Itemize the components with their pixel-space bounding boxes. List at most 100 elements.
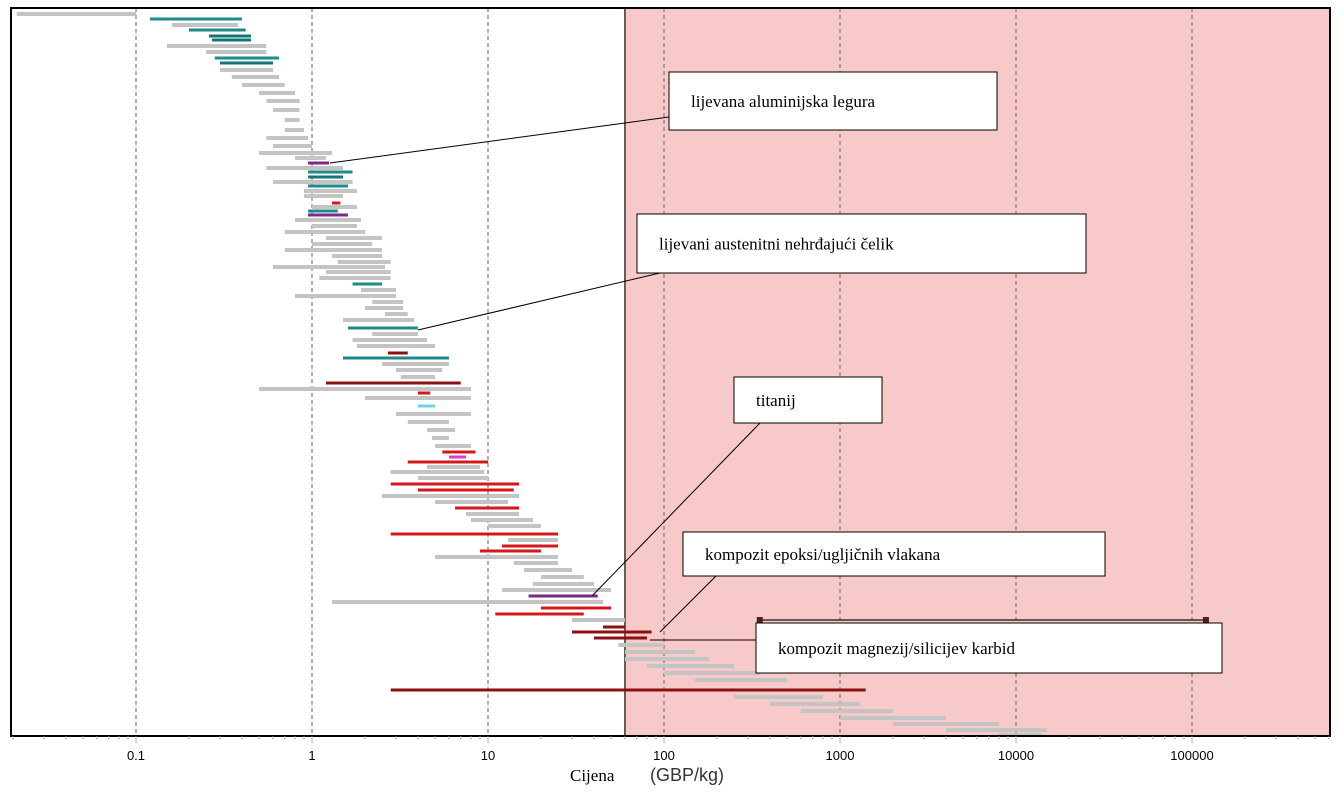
- range-bar: [308, 213, 348, 217]
- range-bar: [372, 332, 418, 336]
- range-bar: [532, 582, 594, 586]
- range-bar: [259, 151, 333, 155]
- range-bar: [448, 455, 467, 459]
- range-bar: [332, 600, 603, 604]
- range-bar: [294, 156, 326, 160]
- range-bar: [400, 375, 436, 379]
- range-bar: [319, 276, 391, 280]
- range-bar: [171, 23, 239, 27]
- range-bar: [646, 664, 735, 668]
- range-bar: [259, 387, 471, 391]
- range-bar: [618, 643, 664, 647]
- range-bar: [206, 50, 267, 54]
- range-bar: [272, 144, 312, 148]
- x-axis-label-units: (GBP/kg): [650, 765, 724, 785]
- callout-box: [668, 71, 998, 131]
- range-bar: [231, 75, 280, 79]
- range-bar: [241, 83, 285, 87]
- range-bar: [214, 56, 280, 60]
- range-bar: [352, 282, 383, 286]
- range-bar: [303, 194, 343, 198]
- x-tick-label: 10000: [998, 748, 1034, 763]
- range-bar: [266, 166, 343, 170]
- range-bar: [209, 34, 251, 38]
- callout-leader-line: [329, 116, 670, 164]
- range-bar: [219, 68, 273, 72]
- range-bar: [664, 671, 760, 675]
- callout-leader-line: [417, 272, 661, 331]
- range-bar: [284, 230, 365, 234]
- range-bar: [342, 318, 415, 322]
- range-bar: [571, 618, 625, 622]
- range-bar: [352, 338, 427, 342]
- range-bar: [266, 136, 309, 140]
- range-bar: [426, 428, 456, 432]
- range-bar: [356, 344, 436, 348]
- range-bar: [294, 218, 362, 222]
- range-bar: [266, 99, 300, 103]
- range-bar: [308, 209, 338, 213]
- range-bar: [211, 38, 251, 42]
- range-bar: [372, 300, 404, 304]
- range-bar: [407, 460, 488, 464]
- range-bar: [417, 476, 488, 480]
- range-marker-end: [756, 617, 763, 623]
- range-bar: [361, 288, 396, 292]
- x-tick-label: 10: [481, 748, 495, 763]
- range-bar: [272, 180, 353, 184]
- range-bar: [188, 28, 246, 32]
- range-bar: [523, 568, 572, 572]
- range-bar: [342, 356, 449, 360]
- plot-frame: [10, 7, 1331, 737]
- range-bar: [734, 695, 823, 699]
- range-bar: [272, 108, 300, 112]
- range-bar: [312, 224, 357, 228]
- range-bar: [417, 488, 514, 492]
- range-bar: [387, 351, 408, 355]
- range-marker-end: [1202, 617, 1209, 623]
- range-bar: [395, 368, 443, 372]
- range-bar: [166, 44, 267, 48]
- range-bar: [602, 625, 625, 629]
- callout-box: [733, 376, 883, 424]
- range-bar: [219, 61, 273, 65]
- range-bar: [479, 549, 541, 553]
- range-bar: [332, 201, 341, 205]
- range-bar: [466, 512, 519, 516]
- range-bar: [284, 118, 300, 122]
- range-bar: [470, 518, 533, 522]
- range-bar: [417, 391, 431, 395]
- range-bar: [800, 709, 893, 713]
- range-bar: [149, 17, 242, 21]
- range-bar: [624, 657, 709, 661]
- range-bar: [308, 170, 353, 174]
- range-bar: [540, 606, 612, 610]
- x-tick-label: 0.1: [127, 748, 145, 763]
- range-bar: [528, 594, 598, 598]
- range-bar: [840, 716, 946, 720]
- range-bar: [284, 248, 383, 252]
- range-bar: [284, 128, 304, 132]
- range-bar: [337, 260, 391, 264]
- range-bar: [308, 161, 330, 165]
- callout-label: titanij: [756, 391, 796, 410]
- range-bar: [294, 294, 396, 298]
- callout-label: lijevana aluminijska legura: [691, 92, 876, 111]
- range-bar: [455, 506, 519, 510]
- range-bar: [308, 184, 348, 188]
- callout-box: [636, 213, 1087, 274]
- range-bar: [417, 404, 436, 408]
- range-bar: [495, 612, 584, 616]
- range-bar: [325, 270, 391, 274]
- callout-label: kompozit magnezij/silicijev karbid: [778, 639, 1015, 658]
- callout-label: lijevani austenitni nehrđajući čelik: [659, 235, 894, 254]
- range-bar: [508, 538, 559, 542]
- range-bar: [382, 494, 519, 498]
- range-bar: [624, 650, 695, 654]
- range-bar: [435, 444, 471, 448]
- range-bar: [395, 412, 471, 416]
- callout-box: [755, 622, 1223, 674]
- range-bar: [364, 306, 404, 310]
- range-bar: [272, 265, 386, 269]
- callout-box: [682, 531, 1106, 577]
